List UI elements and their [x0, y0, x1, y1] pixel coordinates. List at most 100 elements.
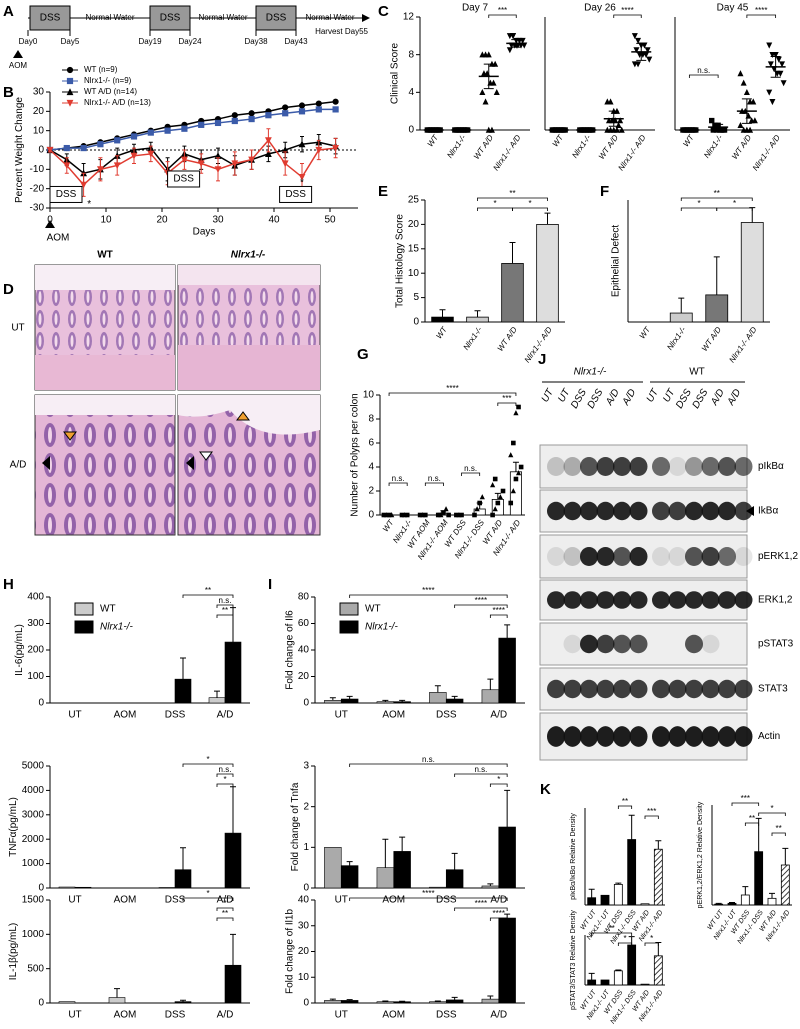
marker — [644, 47, 651, 54]
blot-band — [563, 457, 582, 476]
y-tick-label: 10 — [298, 972, 310, 983]
error-bar — [249, 149, 254, 170]
bar — [74, 886, 92, 889]
blot-band — [652, 679, 670, 699]
marker — [492, 60, 499, 67]
band-label: STAT3 — [758, 684, 788, 695]
bar — [481, 689, 500, 704]
marker — [737, 121, 744, 128]
marker — [130, 133, 138, 140]
significance-bracket — [489, 783, 508, 787]
legend-swatch — [74, 602, 94, 616]
error-bar — [456, 128, 467, 132]
y-axis-label: TNFα(pg/mL) — [8, 797, 19, 857]
band-label: IkBα — [758, 506, 778, 517]
error-bar — [434, 1000, 441, 1002]
legend-swatch — [74, 620, 94, 634]
marker — [298, 140, 306, 148]
significance-label: n.s. — [697, 66, 710, 75]
marker — [643, 51, 650, 58]
x-tick-label: UT — [68, 710, 81, 721]
blot-band — [734, 591, 753, 609]
marker — [147, 150, 155, 158]
x-tick-label: Nlrx1-/- A/D — [751, 133, 782, 172]
marker — [635, 37, 642, 44]
bar — [431, 316, 454, 323]
bar — [536, 223, 559, 323]
x-tick-label: 10 — [100, 215, 112, 226]
significance-label: * — [206, 889, 209, 898]
significance-bracket — [512, 207, 548, 211]
x-tick-label: AOM — [382, 1010, 405, 1021]
marker — [775, 56, 782, 63]
blot-band — [734, 726, 753, 747]
marker — [197, 160, 205, 168]
blot-band — [547, 457, 565, 476]
x-tick-label: WT A/D — [730, 133, 753, 161]
x-tick-label: UT — [68, 1010, 81, 1021]
marker — [423, 512, 428, 518]
x-tick-label: DSS — [165, 710, 186, 721]
dss-box — [149, 5, 191, 31]
marker — [508, 500, 514, 506]
bar — [376, 867, 395, 889]
significance-bracket — [388, 482, 408, 486]
y-tick-label: 20 — [298, 946, 310, 957]
error-bar — [180, 657, 186, 680]
group-label: WT — [689, 367, 705, 378]
x-tick-label: 30 — [212, 215, 224, 226]
blot-band — [701, 457, 720, 476]
error-bar — [300, 135, 304, 153]
marker — [315, 100, 322, 107]
x-tick-label: Nlrx1-/- A/D — [727, 325, 758, 364]
blot-band — [563, 634, 582, 654]
error-bar — [216, 157, 220, 182]
blot-band — [701, 634, 720, 654]
blot-band — [613, 547, 631, 566]
y-axis-label: Fold change of Tnfa — [290, 782, 301, 871]
error-bar — [230, 933, 236, 966]
legend-label: WT A/D (n=14) — [84, 87, 137, 96]
marker — [264, 137, 272, 145]
y-tick-label: 6 — [368, 438, 374, 449]
bar — [613, 883, 623, 906]
blot-band — [547, 591, 565, 609]
significance-label: n.s. — [464, 464, 477, 473]
band-label: pSTAT3 — [758, 639, 794, 650]
x-tick-label: 0 — [47, 215, 53, 226]
blot-band — [629, 457, 648, 476]
marker — [515, 470, 522, 476]
error-bar — [655, 840, 662, 850]
y-tick-label: 100 — [27, 671, 44, 682]
significance-label: ** — [222, 606, 228, 615]
harvest-label: Harvest Day55 — [315, 27, 368, 36]
marker — [298, 108, 306, 115]
y-tick-label: 15 — [408, 243, 420, 254]
marker — [617, 117, 624, 124]
marker — [633, 47, 640, 54]
day-label: Day24 — [178, 37, 202, 46]
x-tick-label: WT — [638, 324, 653, 340]
significance-label: n.s. — [428, 474, 441, 483]
y-tick-label: 2 — [303, 801, 309, 812]
y-axis-label: pIκBα/IκBα Relative Density — [570, 813, 577, 900]
error-bar — [180, 999, 186, 1002]
panel-letter: K — [540, 781, 551, 798]
y-tick-label: 1000 — [22, 929, 45, 940]
x-tick-label: AOM — [114, 1010, 137, 1021]
significance-label: **** — [446, 384, 458, 393]
bar — [653, 955, 663, 986]
error-bar — [399, 836, 406, 852]
marker — [298, 102, 306, 109]
marker — [214, 119, 222, 127]
blot-band — [613, 726, 631, 747]
blot-band — [685, 679, 703, 699]
y-axis-label: pSTAT3/STAT3 Relative Density — [570, 910, 577, 1010]
significance-bracket — [477, 207, 513, 211]
x-tick-label: A/D — [490, 710, 507, 721]
marker — [332, 144, 340, 152]
y-tick-label: 12 — [403, 12, 415, 23]
significance-bracket — [216, 917, 234, 921]
y-tick-label: 0 — [413, 317, 419, 328]
